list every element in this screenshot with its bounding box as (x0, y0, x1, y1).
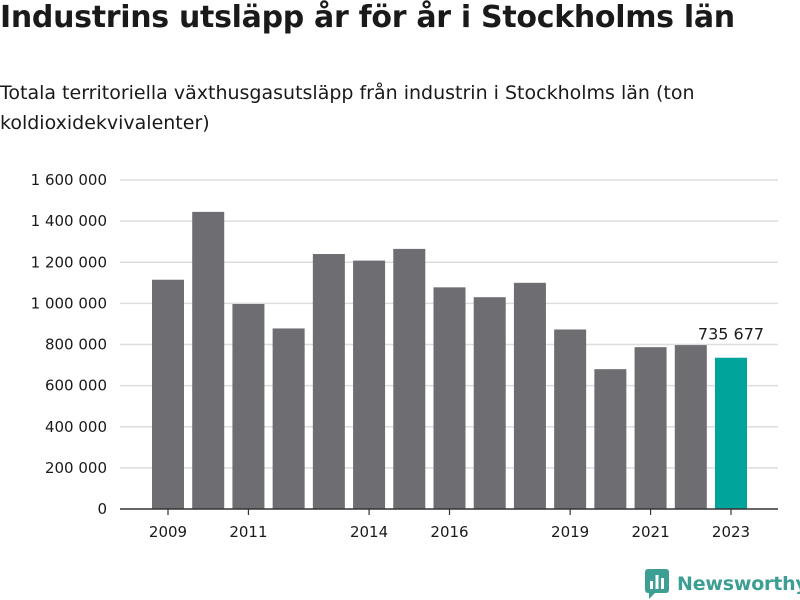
bar (634, 347, 667, 509)
newsworthy-logo[interactable]: Newsworthy (645, 568, 800, 600)
x-tick-label: 2021 (631, 523, 669, 541)
x-tick-label: 2009 (149, 523, 187, 541)
newsworthy-logo-text: Newsworthy (677, 573, 800, 595)
y-tick-label: 1 000 000 (31, 294, 107, 312)
bar-highlight (715, 357, 747, 509)
bar (473, 297, 506, 509)
bar (312, 254, 345, 509)
bar (433, 287, 466, 509)
y-tick-label: 600 000 (45, 377, 107, 395)
y-tick-label: 800 000 (45, 336, 107, 354)
bar (594, 369, 627, 509)
chart-title: Industrins utsläpp år för år i Stockholm… (0, 0, 735, 35)
bar (554, 329, 587, 509)
bar (232, 303, 265, 509)
bar (393, 248, 426, 509)
bar (513, 282, 546, 509)
y-tick-label: 0 (97, 500, 107, 518)
y-tick-label: 1 400 000 (31, 212, 107, 230)
x-tick-label: 2016 (430, 523, 468, 541)
bar (272, 328, 305, 509)
bar (353, 260, 386, 509)
x-tick-label: 2023 (712, 523, 750, 541)
bar (674, 345, 707, 509)
chart-subtitle: Totala territoriella växthusgasutsläpp f… (0, 82, 695, 134)
x-tick-label: 2014 (350, 523, 388, 541)
y-tick-label: 200 000 (45, 459, 107, 477)
y-tick-label: 400 000 (45, 418, 107, 436)
x-tick-label: 2011 (229, 523, 267, 541)
bar-chart: 0 200 000 400 000 600 000 800 000 1 000 000 1 … (31, 171, 778, 541)
y-tick-label: 1 600 000 (31, 171, 107, 189)
newsworthy-logo-icon (645, 569, 669, 599)
x-tick-label: 2019 (551, 523, 589, 541)
bar (152, 279, 184, 509)
bar-value-label: 735 677 (698, 325, 764, 344)
bar (192, 211, 225, 509)
y-tick-label: 1 200 000 (31, 253, 107, 271)
